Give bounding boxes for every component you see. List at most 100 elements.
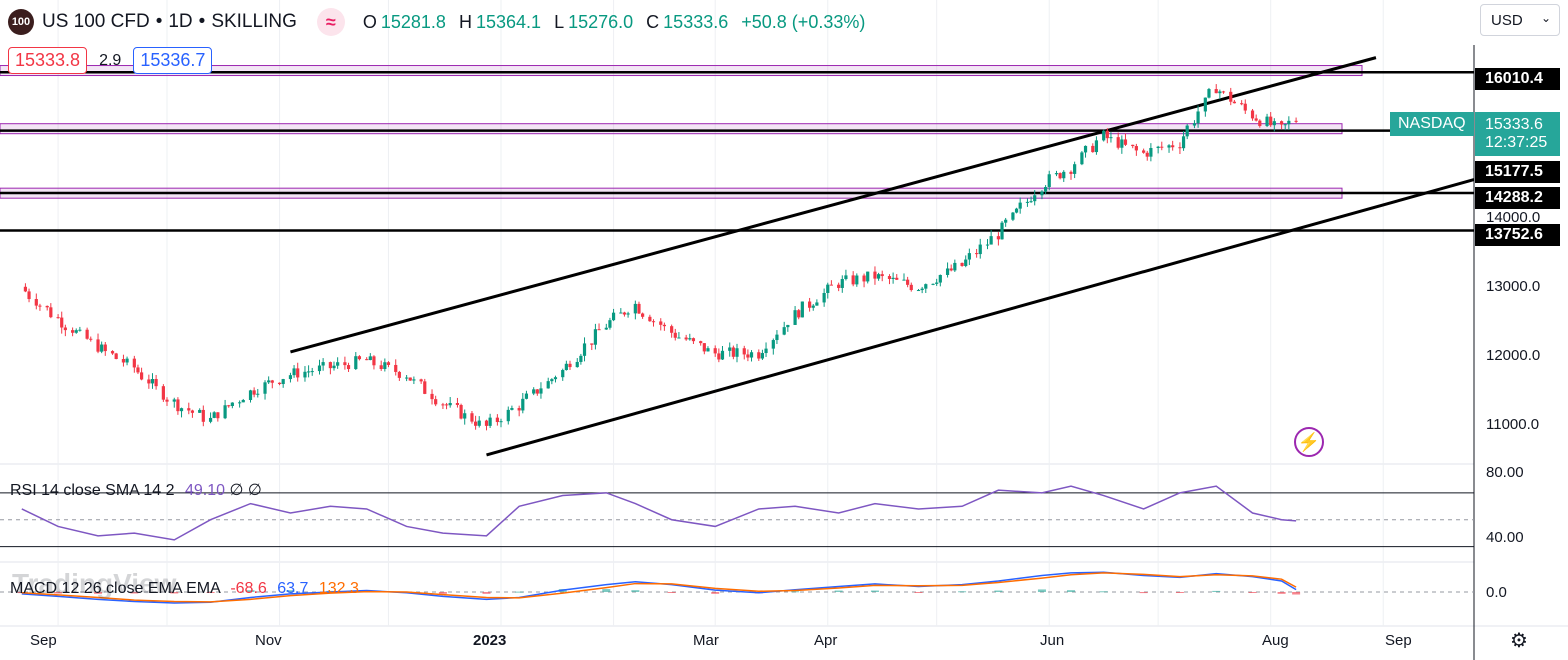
macd-histogram-bar [1067, 590, 1076, 592]
candle-body [132, 358, 136, 368]
ohlc-h-label: H [458, 11, 472, 32]
sell-button[interactable]: 15333.8 [8, 47, 88, 74]
rsi-axis-label: 40.00 [1486, 529, 1524, 546]
candle-body [953, 262, 957, 271]
candle-body [604, 327, 608, 330]
candle-body [815, 302, 819, 306]
candle-body [1160, 146, 1164, 148]
chevron-down-icon: ⌄ [1540, 11, 1551, 25]
compare-wave-icon[interactable]: ≈ [316, 8, 345, 36]
candle-body [873, 271, 877, 279]
currency-selector[interactable]: USD ⌄ [1480, 4, 1560, 36]
time-axis-label: Nov [255, 632, 282, 649]
candle-body [891, 277, 895, 280]
candle-body [317, 365, 322, 372]
candle-body [887, 276, 892, 280]
candle-body [263, 382, 267, 394]
candle-body [539, 388, 543, 394]
candle-body [1047, 174, 1051, 188]
candle-body [985, 244, 990, 246]
candle-body [782, 327, 786, 335]
candle-body [1094, 140, 1099, 153]
candle-body [288, 375, 293, 380]
ohlc-values: O 15281.8 H 15364.1 L 15276.0 C 15333.6 +50.… [363, 12, 870, 33]
candle-body [771, 340, 775, 349]
candle-body [561, 370, 565, 378]
level-tag-16010: 16010.4 [1475, 68, 1560, 90]
candle-body [662, 324, 666, 327]
candle-body [397, 371, 401, 378]
candle-body [506, 409, 510, 422]
rsi-legend[interactable]: RSI 14 close SMA 14 2 49.10 ∅ ∅ [10, 480, 262, 500]
candle-body [139, 372, 144, 380]
candle-body [684, 337, 688, 340]
candle-body [125, 358, 129, 363]
candle-body [935, 282, 939, 284]
candle-body [622, 312, 627, 315]
candle-body [394, 364, 398, 372]
candle-body [945, 268, 950, 275]
candle-body [488, 417, 492, 426]
candle-body [546, 381, 550, 389]
candle-body [1243, 103, 1247, 111]
macd-histogram-bar [246, 590, 255, 592]
macd-legend[interactable]: MACD 12 26 close EMA EMA -68.6 63.7 132.… [10, 580, 359, 598]
candle-body [978, 244, 982, 255]
candle-body [510, 408, 514, 410]
candle-body [996, 236, 1000, 240]
candle-body [1229, 91, 1233, 102]
candle-body [648, 316, 652, 322]
macd-signal-value: 132.3 [318, 580, 359, 597]
candle-body [651, 321, 656, 323]
candle-body [626, 313, 630, 315]
candle-body [368, 356, 372, 361]
time-axis-label: Sep [1385, 632, 1412, 649]
time-axis-label: Mar [693, 632, 719, 649]
candle-body [60, 317, 64, 328]
candle-body [920, 288, 924, 291]
candle-body [688, 338, 692, 340]
candle-body [150, 378, 155, 384]
candle-body [412, 379, 416, 381]
level-tag-14288: 14288.2 [1475, 187, 1560, 209]
candle-body [172, 399, 176, 402]
gear-icon[interactable]: ⚙ [1510, 630, 1528, 652]
flash-icon[interactable]: ⚡ [1294, 427, 1324, 457]
candle-body [252, 390, 256, 395]
rsi-line [21, 485, 1297, 541]
candle-body [1004, 219, 1008, 223]
symbol-title[interactable]: US 100 CFD [42, 11, 150, 32]
candle-body [1029, 201, 1033, 203]
candle-body [1272, 121, 1276, 126]
timeframe[interactable]: 1D [168, 11, 193, 32]
candle-body [967, 253, 971, 260]
ohlc-change: +50.8 (+0.33%) [741, 11, 866, 32]
macd-histogram-bar [994, 590, 1003, 592]
macd-signal-line [21, 572, 1297, 603]
candle-body [34, 299, 38, 306]
candle-body [800, 301, 804, 318]
candle-body [303, 371, 307, 378]
ohlc-open: 15281.8 [380, 11, 446, 32]
candle-body [1033, 195, 1037, 202]
macd-histogram-bar [17, 592, 26, 594]
candle-body [372, 356, 376, 366]
macd-histogram-bar [1175, 592, 1184, 593]
candle-body [187, 408, 191, 411]
candle-body [248, 390, 253, 401]
candle-body [579, 355, 583, 362]
candle-body [1123, 139, 1128, 145]
candle-body [1058, 173, 1062, 179]
candle-body [430, 393, 434, 400]
candle-body [619, 312, 623, 314]
candle-body [855, 275, 859, 285]
candle-body [550, 379, 554, 382]
candle-body [720, 350, 725, 360]
candle-body [575, 361, 579, 368]
candle-body [568, 363, 572, 368]
level-tag-13752: 13752.6 [1475, 224, 1560, 246]
candle-body [880, 274, 884, 277]
buy-button[interactable]: 15336.7 [133, 47, 213, 74]
rsi-axis-label: 80.00 [1486, 464, 1524, 481]
